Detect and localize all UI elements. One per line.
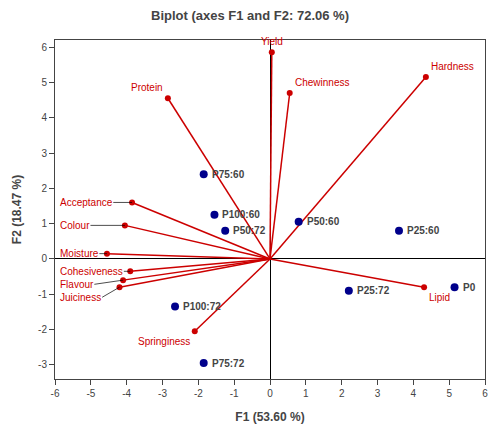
svg-text:Hardness: Hardness bbox=[431, 61, 474, 72]
svg-text:Flavour: Flavour bbox=[60, 279, 94, 290]
svg-text:-2: -2 bbox=[194, 388, 203, 399]
svg-text:-5: -5 bbox=[86, 388, 95, 399]
svg-text:4: 4 bbox=[41, 112, 47, 123]
svg-text:-1: -1 bbox=[230, 388, 239, 399]
svg-text:-4: -4 bbox=[122, 388, 131, 399]
svg-text:Colour: Colour bbox=[60, 220, 90, 231]
svg-text:Protein: Protein bbox=[131, 82, 163, 93]
svg-text:F1 (53.60 %): F1 (53.60 %) bbox=[235, 410, 304, 424]
svg-text:Yield: Yield bbox=[261, 36, 283, 47]
svg-text:P50:72: P50:72 bbox=[233, 225, 266, 236]
svg-text:3: 3 bbox=[375, 388, 381, 399]
svg-text:-2: -2 bbox=[38, 324, 47, 335]
svg-text:Juiciness: Juiciness bbox=[60, 292, 101, 303]
svg-text:-3: -3 bbox=[38, 359, 47, 370]
svg-text:-1: -1 bbox=[38, 289, 47, 300]
svg-text:-6: -6 bbox=[51, 388, 60, 399]
svg-text:-3: -3 bbox=[158, 388, 167, 399]
svg-text:0: 0 bbox=[41, 253, 47, 264]
svg-text:1: 1 bbox=[303, 388, 309, 399]
svg-text:0: 0 bbox=[267, 388, 273, 399]
svg-text:4: 4 bbox=[411, 388, 417, 399]
svg-text:P25:60: P25:60 bbox=[407, 225, 440, 236]
svg-text:Chewinness: Chewinness bbox=[295, 77, 349, 88]
svg-text:P0: P0 bbox=[463, 282, 476, 293]
svg-text:Moisture: Moisture bbox=[60, 248, 99, 259]
svg-text:P75:72: P75:72 bbox=[212, 358, 245, 369]
svg-text:Cohesiveness: Cohesiveness bbox=[60, 266, 123, 277]
svg-text:2: 2 bbox=[41, 183, 47, 194]
svg-text:5: 5 bbox=[446, 388, 452, 399]
svg-text:5: 5 bbox=[41, 77, 47, 88]
svg-text:P100:72: P100:72 bbox=[183, 301, 221, 312]
svg-text:P50:60: P50:60 bbox=[307, 216, 340, 227]
svg-text:6: 6 bbox=[482, 388, 488, 399]
svg-text:P75:60: P75:60 bbox=[212, 169, 245, 180]
svg-text:P100:60: P100:60 bbox=[222, 209, 260, 220]
svg-text:2: 2 bbox=[339, 388, 345, 399]
svg-text:P25:72: P25:72 bbox=[357, 285, 390, 296]
svg-text:1: 1 bbox=[41, 218, 47, 229]
svg-text:Springiness: Springiness bbox=[138, 336, 190, 347]
svg-text:Biplot (axes F1 and F2: 72.06: Biplot (axes F1 and F2: 72.06 %) bbox=[151, 8, 349, 23]
svg-text:6: 6 bbox=[41, 42, 47, 53]
svg-text:Lipid: Lipid bbox=[429, 292, 450, 303]
svg-text:3: 3 bbox=[41, 148, 47, 159]
svg-text:F2 (18.47 %): F2 (18.47 %) bbox=[10, 175, 24, 244]
svg-text:Acceptance: Acceptance bbox=[60, 197, 113, 208]
